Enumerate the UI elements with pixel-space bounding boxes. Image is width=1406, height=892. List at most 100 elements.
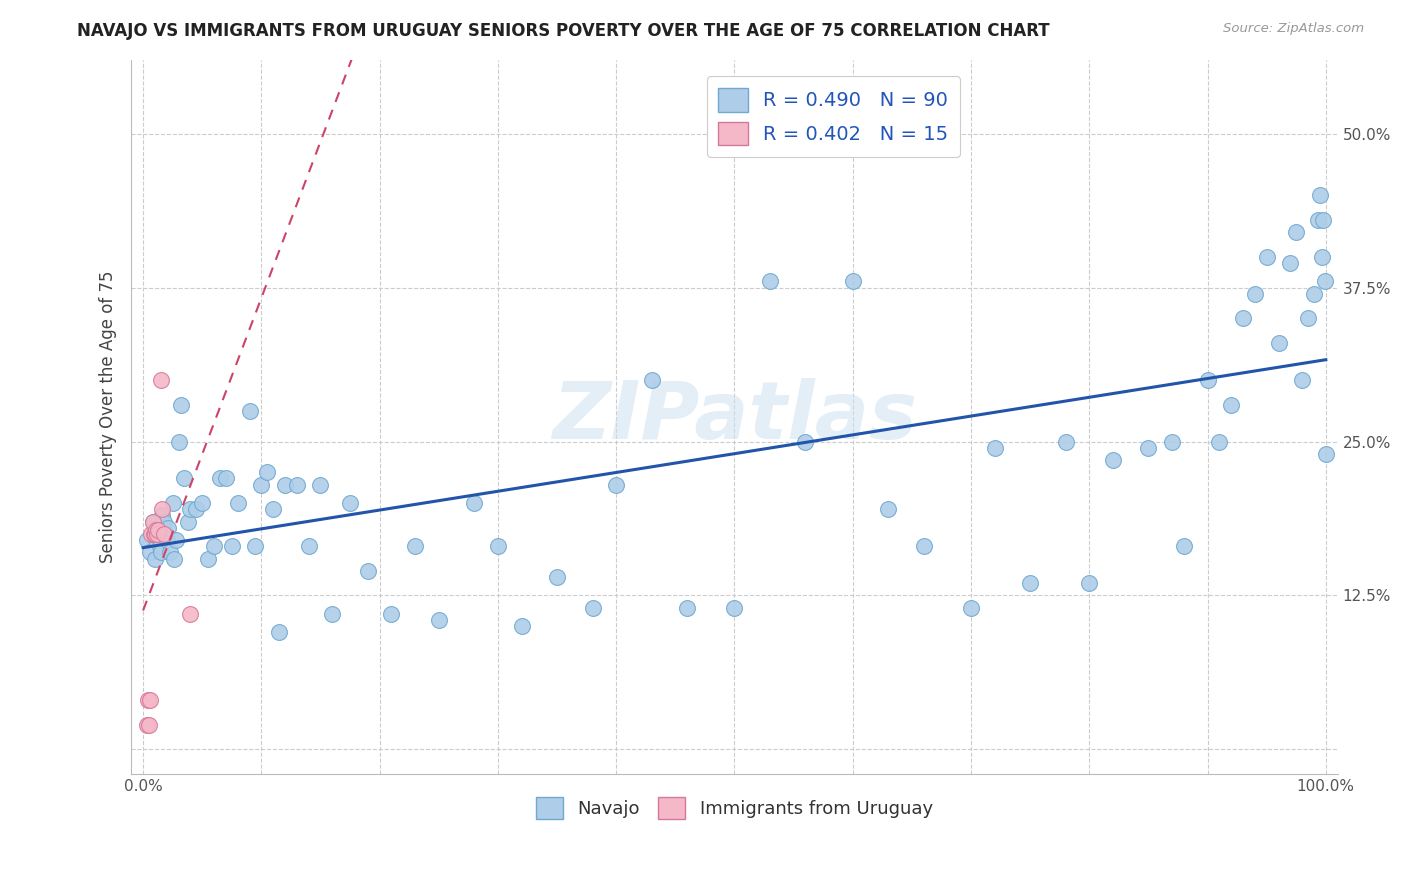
Point <box>357 564 380 578</box>
Point <box>143 527 166 541</box>
Point <box>309 477 332 491</box>
Point <box>153 527 176 541</box>
Point <box>245 539 267 553</box>
Point <box>912 539 935 553</box>
Point <box>145 533 167 547</box>
Point <box>208 471 231 485</box>
Point <box>1173 539 1195 553</box>
Point <box>1312 212 1334 227</box>
Point <box>1054 434 1077 449</box>
Point <box>141 527 163 541</box>
Point <box>1019 576 1042 591</box>
Point <box>1291 373 1313 387</box>
Point <box>149 373 172 387</box>
Point <box>215 471 238 485</box>
Point <box>150 508 173 523</box>
Point <box>1313 274 1336 288</box>
Point <box>191 496 214 510</box>
Point <box>298 539 321 553</box>
Point <box>1208 434 1230 449</box>
Point <box>167 434 190 449</box>
Point <box>136 693 159 707</box>
Point <box>285 477 308 491</box>
Point <box>546 570 568 584</box>
Point <box>146 521 169 535</box>
Text: NAVAJO VS IMMIGRANTS FROM URUGUAY SENIORS POVERTY OVER THE AGE OF 75 CORRELATION: NAVAJO VS IMMIGRANTS FROM URUGUAY SENIOR… <box>77 22 1050 40</box>
Point <box>150 502 173 516</box>
Point <box>1309 188 1331 202</box>
Point <box>841 274 863 288</box>
Point <box>463 496 485 510</box>
Legend: Navajo, Immigrants from Uruguay: Navajo, Immigrants from Uruguay <box>529 789 941 826</box>
Point <box>983 441 1005 455</box>
Point <box>202 539 225 553</box>
Text: ZIPatlas: ZIPatlas <box>553 378 917 456</box>
Point <box>1296 311 1319 326</box>
Point <box>221 539 243 553</box>
Point <box>135 718 157 732</box>
Point <box>141 515 163 529</box>
Point <box>723 600 745 615</box>
Point <box>149 545 172 559</box>
Point <box>162 496 184 510</box>
Point <box>759 274 782 288</box>
Point <box>1303 286 1326 301</box>
Point <box>170 398 193 412</box>
Point <box>135 533 157 547</box>
Point <box>640 373 662 387</box>
Point <box>139 693 162 707</box>
Point <box>148 527 170 541</box>
Text: Source: ZipAtlas.com: Source: ZipAtlas.com <box>1223 22 1364 36</box>
Point <box>143 527 166 541</box>
Point <box>159 545 181 559</box>
Point <box>173 471 195 485</box>
Point <box>1306 212 1329 227</box>
Point <box>267 625 290 640</box>
Point <box>605 477 627 491</box>
Point <box>165 533 187 547</box>
Point <box>146 527 169 541</box>
Point <box>141 515 163 529</box>
Point <box>1220 398 1243 412</box>
Point <box>1285 225 1308 239</box>
Point <box>143 551 166 566</box>
Point <box>404 539 426 553</box>
Point <box>510 619 533 633</box>
Point <box>138 718 160 732</box>
Point <box>676 600 699 615</box>
Point <box>238 403 260 417</box>
Point <box>139 545 162 559</box>
Y-axis label: Seniors Poverty Over the Age of 75: Seniors Poverty Over the Age of 75 <box>100 270 117 563</box>
Point <box>177 515 200 529</box>
Point <box>149 539 172 553</box>
Point <box>148 523 170 537</box>
Point <box>486 539 509 553</box>
Point <box>1256 250 1278 264</box>
Point <box>1078 576 1101 591</box>
Point <box>186 502 208 516</box>
Point <box>256 465 278 479</box>
Point <box>156 521 179 535</box>
Point <box>152 521 174 535</box>
Point <box>1267 335 1289 350</box>
Point <box>960 600 983 615</box>
Point <box>1161 434 1184 449</box>
Point <box>339 496 361 510</box>
Point <box>380 607 402 621</box>
Point <box>794 434 817 449</box>
Point <box>179 607 201 621</box>
Point <box>163 551 186 566</box>
Point <box>262 502 284 516</box>
Point <box>197 551 219 566</box>
Point <box>1279 256 1302 270</box>
Point <box>274 477 297 491</box>
Point <box>1102 453 1125 467</box>
Point <box>179 502 201 516</box>
Point <box>142 527 165 541</box>
Point <box>321 607 343 621</box>
Point <box>145 523 167 537</box>
Point <box>1315 447 1337 461</box>
Point <box>156 533 179 547</box>
Point <box>1197 373 1219 387</box>
Point <box>226 496 249 510</box>
